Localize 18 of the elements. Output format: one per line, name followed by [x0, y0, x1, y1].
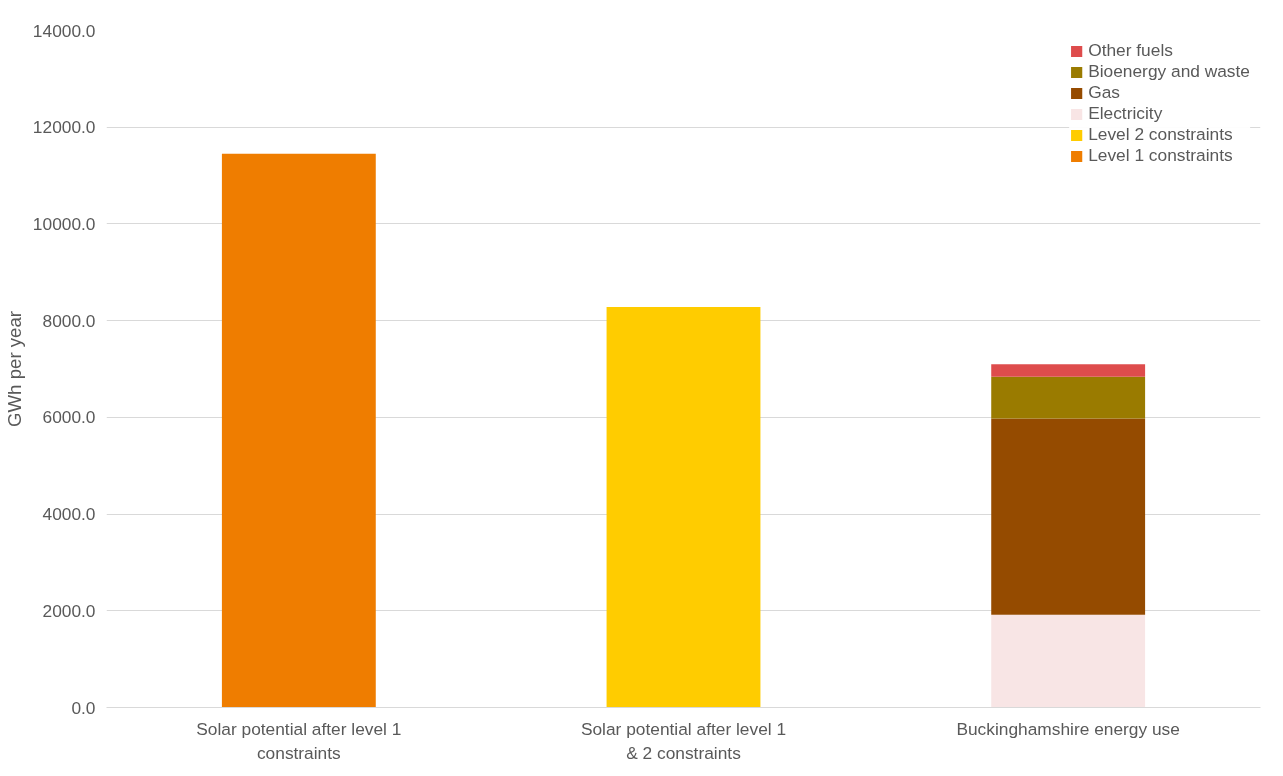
y-tick-label: 6000.0 — [42, 407, 96, 428]
y-tick-label: 2000.0 — [42, 600, 96, 621]
y-tick-label: 10000.0 — [32, 213, 96, 234]
legend-label: Electricity — [1088, 103, 1163, 124]
y-tick-label: 0.0 — [71, 697, 96, 718]
legend-label: Level 1 constraints — [1088, 145, 1233, 166]
x-tick-label: Solar potential after level 1 constraints — [196, 718, 402, 763]
y-axis-title: GWh per year — [3, 310, 25, 428]
y-tick-label: 4000.0 — [42, 504, 96, 525]
legend-label: Gas — [1088, 82, 1120, 103]
x-tick-label: Solar potential after level 1 & 2 constraints — [580, 718, 787, 763]
legend-label: Bioenergy and waste — [1088, 61, 1250, 82]
y-tick-label: 8000.0 — [42, 310, 96, 331]
legend-label: Level 2 constraints — [1088, 124, 1233, 145]
x-tick-label: Buckinghamshire energy use — [956, 718, 1180, 739]
y-tick-label: 12000.0 — [32, 117, 96, 138]
legend-label: Other fuels — [1088, 40, 1173, 61]
y-tick-label: 14000.0 — [32, 20, 96, 41]
